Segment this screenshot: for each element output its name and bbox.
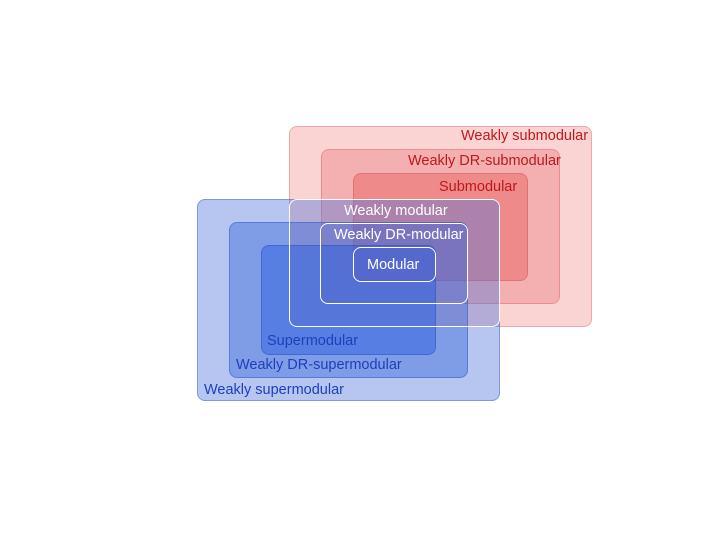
weakly-supermodular-label: Weakly supermodular [204, 382, 344, 398]
weakly-submodular-label: Weakly submodular [461, 128, 589, 144]
supermodular-region [261, 245, 436, 355]
weakly-modular-label: Weakly modular [344, 203, 448, 219]
weakly-dr-modular-label: Weakly DR-modular [334, 227, 464, 243]
modular-label: Modular [367, 257, 420, 273]
weakly-modular-region [289, 199, 500, 327]
modular-region [353, 247, 436, 282]
weakly-supermodular-region [197, 199, 500, 401]
supermodular-label: Supermodular [267, 333, 359, 349]
submodular-label: Submodular [439, 179, 518, 195]
submodular-region [353, 173, 528, 281]
weakly-submodular-region [289, 126, 592, 327]
weakly-dr-modular-region [320, 223, 468, 304]
weakly-dr-supermodular-label: Weakly DR-supermodular [236, 357, 402, 373]
weakly-dr-submodular-label: Weakly DR-submodular [408, 153, 561, 169]
